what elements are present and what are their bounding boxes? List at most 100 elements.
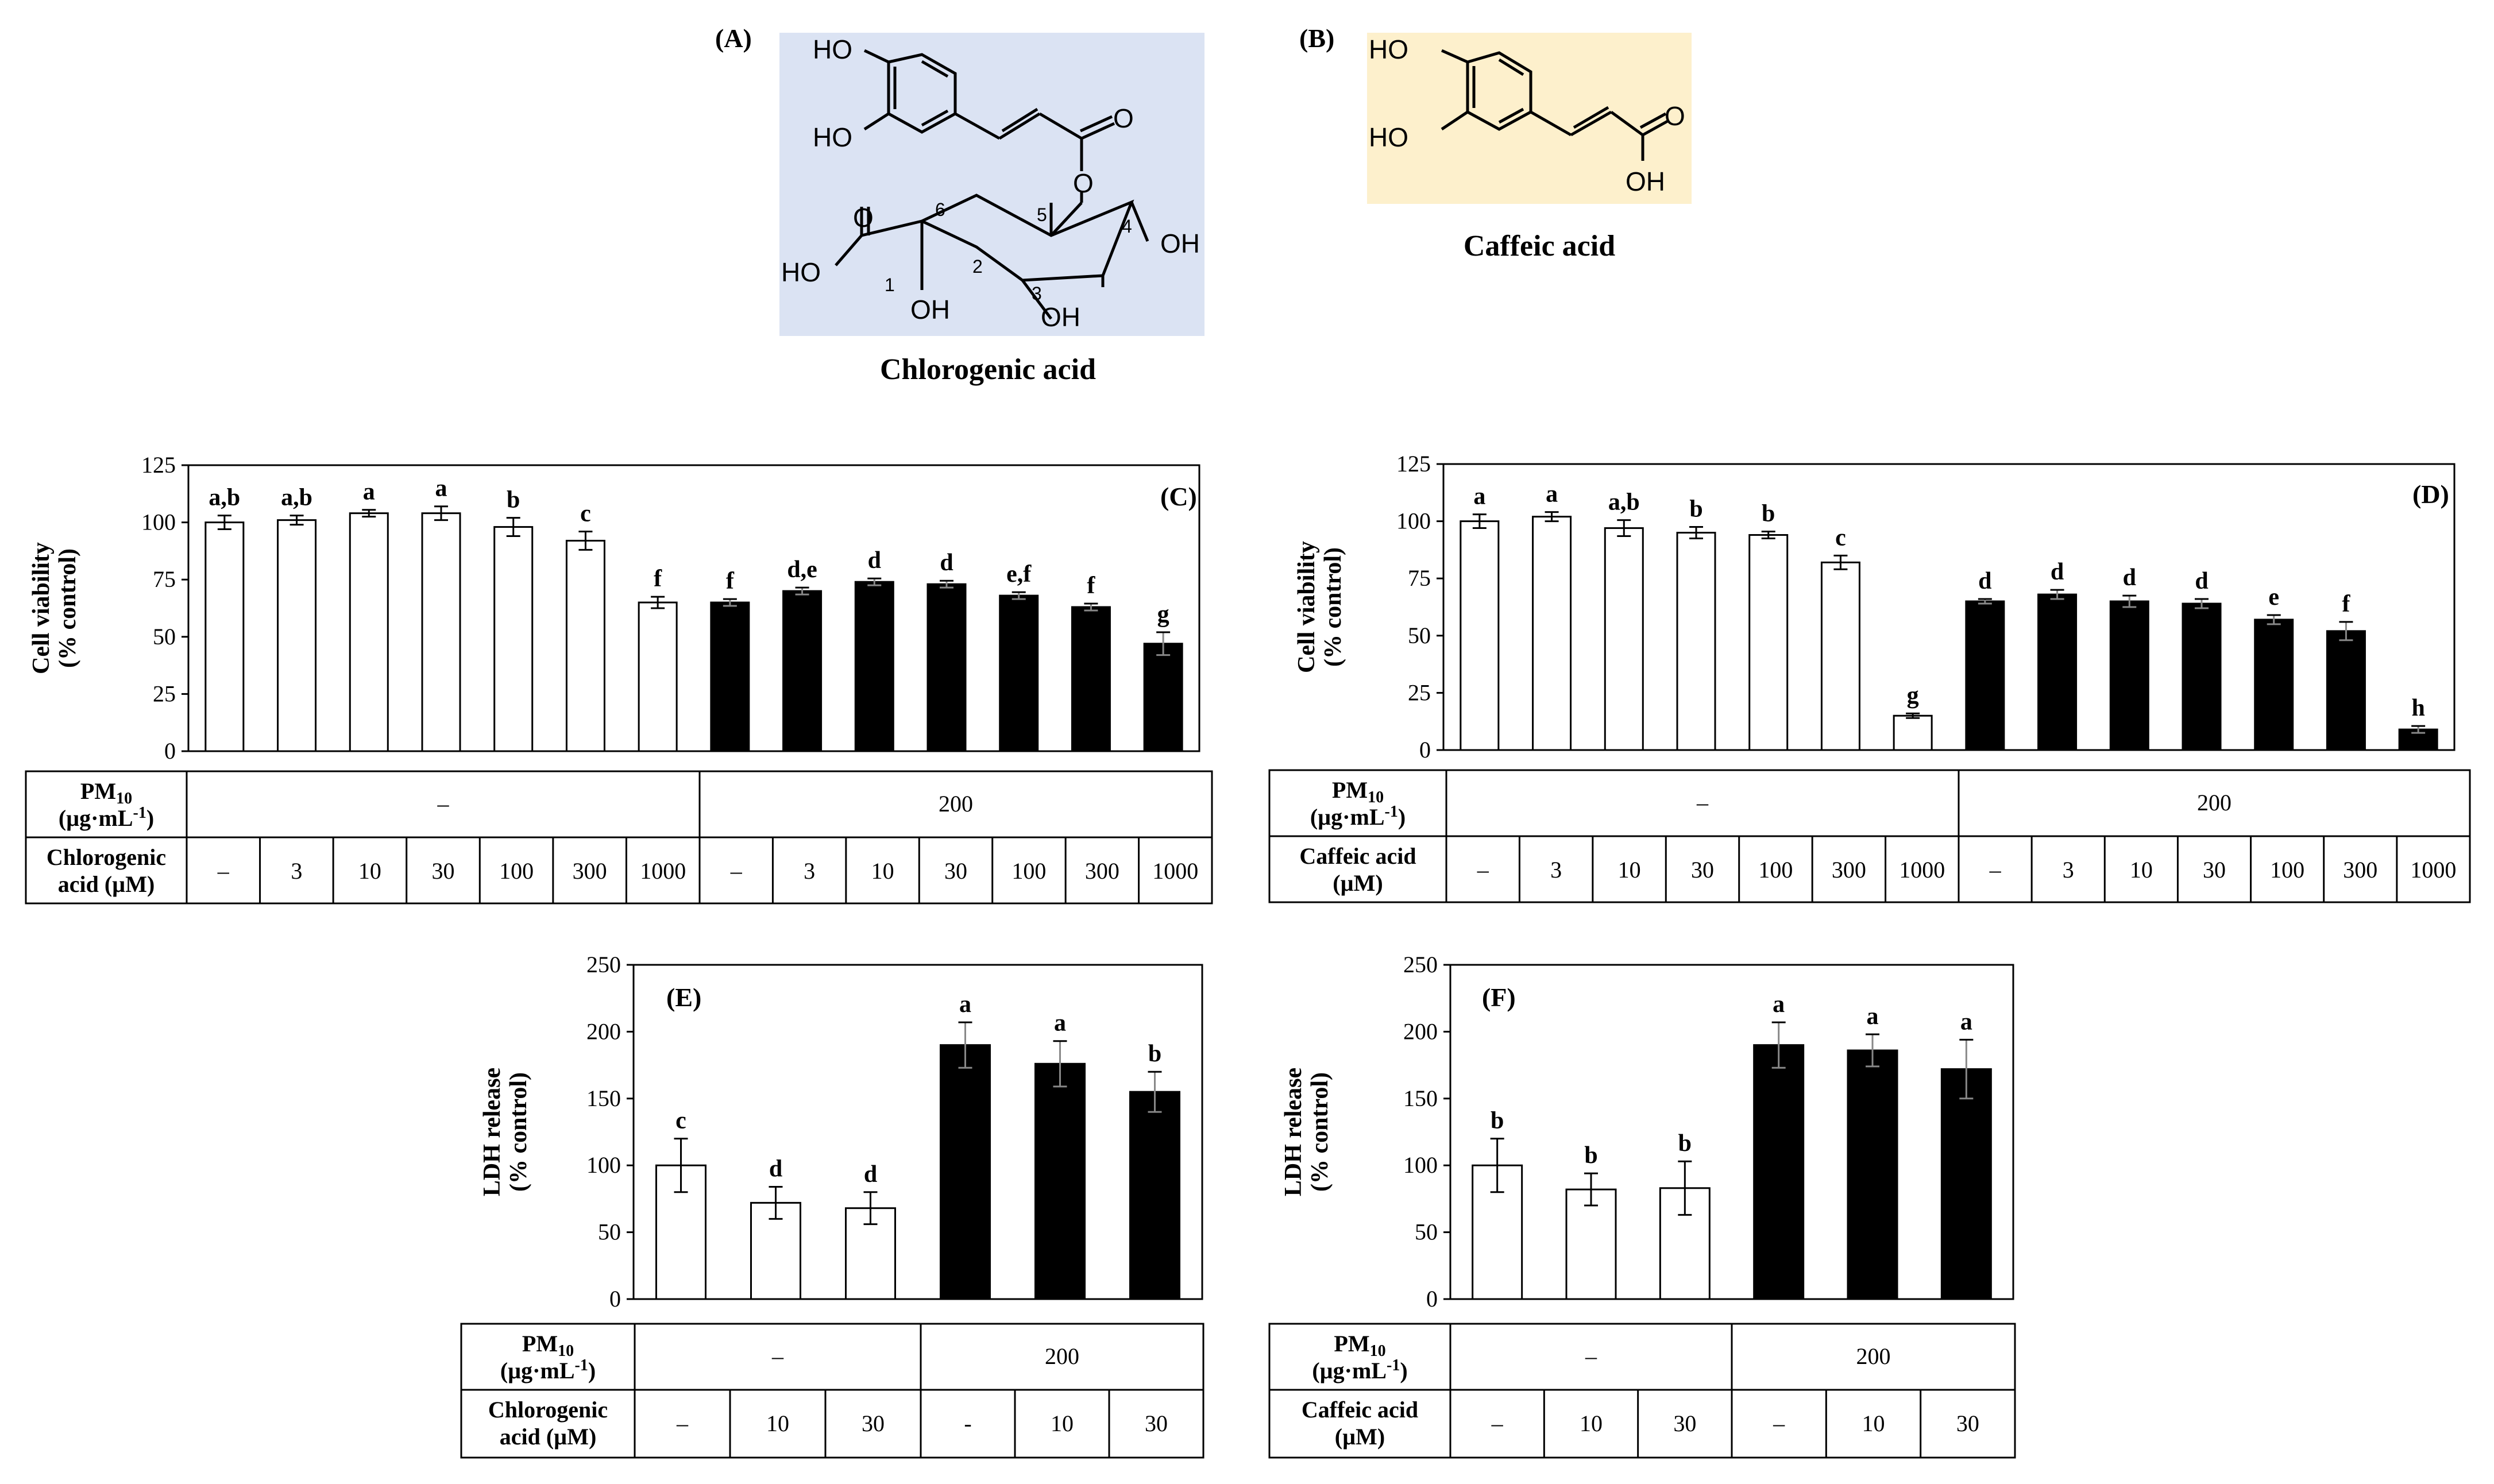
significance-letter: f bbox=[2342, 591, 2350, 617]
bar bbox=[2182, 602, 2222, 751]
table-cell: 30 bbox=[2203, 857, 2226, 883]
y-tick-label: 100 bbox=[141, 509, 176, 535]
bar bbox=[782, 590, 823, 752]
significance-letter: a,b bbox=[281, 485, 312, 511]
significance-letter: d,e bbox=[787, 556, 817, 583]
table-cell: 30 bbox=[944, 858, 967, 884]
table-cell: 30 bbox=[862, 1410, 885, 1436]
table-cell: 10 bbox=[1862, 1410, 1885, 1436]
y-tick-label: 0 bbox=[164, 738, 176, 764]
bar bbox=[1034, 1062, 1086, 1300]
table-cell: – bbox=[676, 1410, 689, 1436]
y-tick-label: 150 bbox=[586, 1085, 621, 1111]
table-cell: 3 bbox=[1550, 857, 1562, 883]
bar bbox=[1748, 534, 1789, 751]
table-cell: 100 bbox=[2270, 857, 2304, 883]
bar bbox=[1893, 714, 1933, 751]
table-cell: 10 bbox=[1051, 1410, 1074, 1436]
y-tick-label: 200 bbox=[1403, 1018, 1438, 1044]
bar bbox=[1071, 606, 1111, 752]
table-cell: 10 bbox=[766, 1410, 789, 1436]
plot-frame bbox=[632, 964, 1203, 1300]
y-tick-label: 50 bbox=[1408, 623, 1431, 648]
y-tick-label: 100 bbox=[586, 1152, 621, 1178]
table-group-value: – bbox=[1585, 1343, 1597, 1369]
panel-label-a: (A) bbox=[715, 24, 752, 53]
table-cell: 10 bbox=[358, 858, 381, 884]
y-axis-label: (% control) bbox=[55, 548, 81, 668]
plot-frame bbox=[1442, 463, 2456, 751]
significance-letter: e bbox=[2268, 584, 2279, 610]
bar bbox=[565, 539, 605, 752]
table-cell: 10 bbox=[1618, 857, 1641, 883]
significance-letter: d bbox=[2195, 568, 2208, 594]
bar bbox=[940, 1044, 991, 1300]
y-tick-label: 75 bbox=[1408, 565, 1431, 591]
table-cell: 30 bbox=[432, 858, 455, 884]
y-tick-label: 250 bbox=[586, 952, 621, 977]
table-group-value: 200 bbox=[939, 791, 973, 817]
bar bbox=[1604, 527, 1644, 751]
y-axis-label: LDH release bbox=[1280, 1068, 1307, 1196]
table-group-value: 200 bbox=[1045, 1343, 1079, 1369]
table-cell: - bbox=[964, 1410, 971, 1436]
table-row-label: (µg·mL-1) bbox=[1310, 803, 1406, 830]
significance-letter: h bbox=[2411, 695, 2424, 721]
table-row-label: PM10 bbox=[1334, 1331, 1385, 1360]
y-axis-label: (% control) bbox=[1320, 547, 1346, 667]
y-axis-label: Cell viability bbox=[28, 542, 55, 674]
table-cell: 1000 bbox=[2410, 857, 2456, 883]
bar bbox=[2254, 619, 2294, 751]
atom-label: O bbox=[853, 203, 874, 233]
table-cell: 30 bbox=[1691, 857, 1714, 883]
caffeic-acid-bonds bbox=[1441, 49, 1670, 161]
y-tick-label: 125 bbox=[1396, 451, 1431, 477]
significance-letter: g bbox=[1157, 601, 1169, 628]
table-row-label: Chlorogenic bbox=[47, 844, 166, 870]
table-group-value: 200 bbox=[2197, 790, 2232, 816]
table-cell: 300 bbox=[2343, 857, 2377, 883]
chart-panel-d: 0 25 50 75 100 125 Cell viability (% control) (D… bbox=[1268, 451, 2471, 903]
bar bbox=[1847, 1049, 1898, 1300]
significance-letter: b bbox=[1678, 1130, 1692, 1157]
table-cell: 1000 bbox=[1152, 858, 1198, 884]
y-tick-label: 100 bbox=[1396, 508, 1431, 534]
atom-number: 6 bbox=[935, 199, 945, 220]
chart-panel-f: 0 50 100 150 200 250 LDH release (% control) (F)… bbox=[1268, 952, 2016, 1459]
y-tick-label: 25 bbox=[153, 681, 176, 706]
table-row-label: PM10 bbox=[522, 1331, 574, 1360]
y-tick-label: 200 bbox=[586, 1018, 621, 1044]
table-group-value: – bbox=[1696, 790, 1709, 816]
table-cell: – bbox=[1491, 1410, 1504, 1436]
table-row-label: Caffeic acid bbox=[1299, 843, 1416, 869]
y-axis-label: Cell viability bbox=[1294, 541, 1320, 673]
bar bbox=[1532, 516, 1572, 751]
structure-name-chlorogenic-acid: Chlorogenic acid bbox=[880, 353, 1096, 386]
table-cell: 300 bbox=[573, 858, 607, 884]
structure-caffeic-acid: (B) HO HO O OH Caffeic acid bbox=[1299, 24, 1692, 262]
table-group-value: 200 bbox=[1856, 1343, 1891, 1369]
chlorogenic-acid-bonds bbox=[835, 49, 1149, 320]
significance-letter: b bbox=[1491, 1108, 1504, 1134]
y-axis-label: LDH release bbox=[479, 1068, 505, 1196]
bar bbox=[1129, 1091, 1180, 1300]
y-axis-label: (% control) bbox=[1307, 1072, 1333, 1192]
atom-label: OH bbox=[1160, 229, 1200, 258]
atom-number: 1 bbox=[885, 275, 895, 295]
table-row-label: Chlorogenic bbox=[488, 1397, 608, 1423]
significance-letter: d bbox=[769, 1155, 782, 1182]
caffeic-acid-atoms: HO HO O OH bbox=[1369, 34, 1685, 196]
significance-letter: d bbox=[2123, 565, 2136, 591]
atom-label: O bbox=[1113, 103, 1134, 133]
bar bbox=[1460, 520, 1500, 751]
plot-frame bbox=[187, 464, 1200, 752]
bar bbox=[854, 581, 894, 752]
bar bbox=[1143, 643, 1183, 752]
significance-letter: c bbox=[1835, 524, 1846, 551]
atom-label: HO bbox=[813, 122, 852, 152]
significance-letter: a bbox=[363, 479, 375, 505]
significance-letter: f bbox=[726, 568, 735, 594]
table-row-label: PM10 bbox=[1332, 777, 1384, 806]
structure-chlorogenic-acid: (A) bbox=[715, 24, 1204, 386]
significance-letter: a bbox=[1054, 1010, 1066, 1037]
